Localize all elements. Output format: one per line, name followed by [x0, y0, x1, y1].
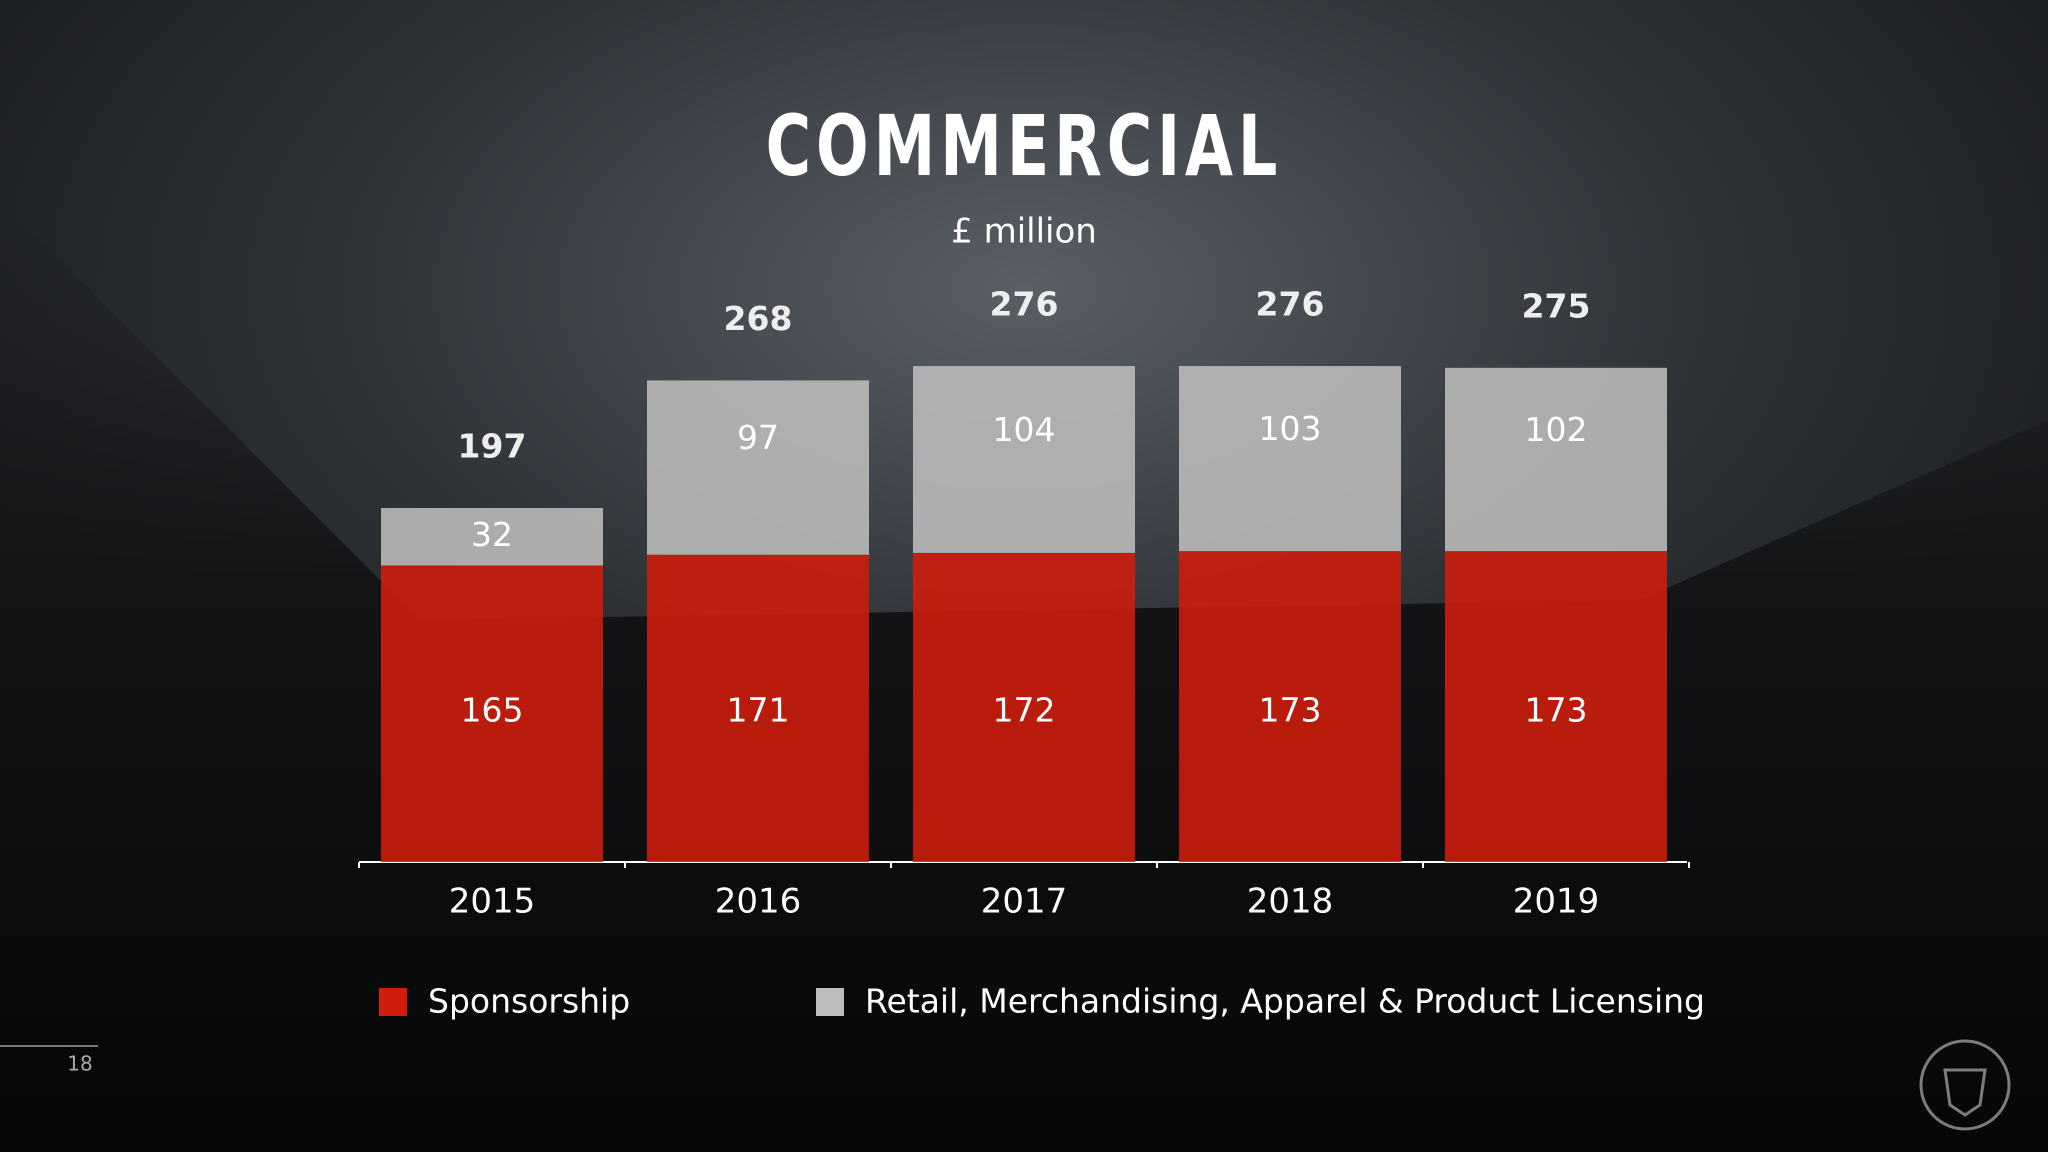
segment-label: 97 — [737, 418, 779, 457]
x-tick-label: 2018 — [1247, 882, 1334, 922]
total-label: 197 — [458, 426, 527, 465]
bar-segment — [1445, 551, 1667, 862]
segment-label: 173 — [1525, 691, 1588, 730]
logo-ring — [1919, 1039, 2011, 1131]
page-number: 18 — [67, 1052, 92, 1076]
x-tick-label: 2016 — [715, 882, 802, 922]
plot: 165 32 197 2015 171 97 268 2016 172 104 276 2017 173… — [358, 285, 1705, 1021]
segment-label: 171 — [727, 691, 790, 730]
segment-label: 104 — [993, 410, 1056, 449]
legend-swatch — [379, 988, 407, 1016]
logo — [1919, 1039, 2011, 1131]
x-tick-label: 2017 — [981, 882, 1068, 922]
total-label: 276 — [990, 285, 1059, 324]
bar-segment — [381, 507, 603, 566]
bar-segment — [1445, 367, 1667, 552]
total-label: 276 — [1256, 285, 1325, 324]
bar-segment — [913, 552, 1135, 862]
segment-label: 165 — [461, 691, 524, 730]
total-label: 268 — [724, 299, 793, 338]
bar-segment — [381, 565, 603, 862]
segment-label: 172 — [993, 691, 1056, 730]
bar-segment — [1179, 551, 1401, 862]
total-label: 275 — [1522, 286, 1591, 325]
bar-segment — [1179, 366, 1401, 552]
x-tick-label: 2019 — [1513, 882, 1600, 922]
logo-shield — [1943, 1068, 1987, 1117]
segment-label: 173 — [1259, 691, 1322, 730]
bar-segment — [913, 366, 1135, 553]
segment-label: 103 — [1259, 409, 1322, 448]
legend-label: Retail, Merchandising, Apparel & Product… — [865, 982, 1705, 1021]
bar-segment — [647, 554, 869, 862]
segment-label: 32 — [471, 515, 513, 554]
x-tick-label: 2015 — [449, 882, 536, 922]
bar-segment — [647, 380, 869, 555]
legend-swatch — [816, 988, 844, 1016]
legend-label: Sponsorship — [428, 982, 630, 1021]
chart-title: COMMERCIAL — [766, 98, 1283, 195]
segment-label: 102 — [1525, 410, 1588, 449]
chart-subtitle: £ million — [951, 212, 1097, 252]
